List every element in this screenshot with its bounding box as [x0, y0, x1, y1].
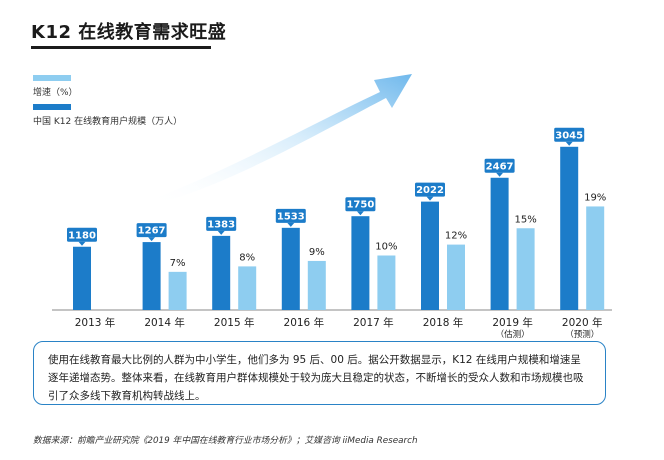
x-tick-label-4: 2017 年	[353, 316, 394, 329]
value-label-pointer-users-2	[217, 230, 225, 235]
legend-swatch-growth	[33, 75, 71, 81]
trend-arrow	[150, 74, 412, 206]
bar-users-6	[490, 177, 509, 310]
value-label-users-7: 3045	[555, 130, 583, 141]
value-label-box-users-0	[67, 227, 97, 242]
bar-users-3	[281, 227, 300, 310]
value-label-growth-4: 10%	[375, 242, 397, 253]
bar-growth-4	[377, 255, 396, 310]
value-label-box-users-7	[554, 127, 585, 142]
value-label-box-users-2	[206, 216, 237, 231]
value-label-pointer-users-4	[356, 211, 364, 216]
value-label-users-0: 1180	[68, 230, 96, 241]
x-tick-note-6: （估测）	[496, 329, 530, 340]
x-tick-label-0: 2013 年	[75, 316, 116, 329]
value-label-growth-1: 7%	[170, 258, 186, 269]
bar-users-1	[142, 242, 161, 310]
value-label-box-users-4	[345, 197, 376, 212]
value-label-growth-3: 9%	[309, 247, 325, 258]
value-label-growth-2: 8%	[239, 252, 255, 263]
x-tick-label-3: 2016 年	[284, 316, 325, 329]
bar-users-4	[351, 216, 370, 310]
summary-text: 使用在线教育最大比例的人群为中小学生，他们多为 95 后、00 后。据公开数据显…	[48, 354, 584, 402]
value-label-box-users-3	[275, 208, 306, 223]
value-label-users-5: 2022	[416, 185, 444, 196]
bar-growth-3	[307, 260, 326, 310]
bar-users-7	[560, 146, 579, 310]
bar-growth-1	[168, 271, 187, 310]
legend-label-users: 中国 K12 在线教育用户规模（万人）	[33, 115, 182, 127]
value-label-growth-5: 12%	[445, 231, 467, 242]
bar-growth-5	[447, 244, 465, 310]
title-underline	[31, 46, 211, 49]
bar-chart: 增速（%） 中国 K12 在线教育用户规模（万人） 1180 1267 7% 1383…	[33, 74, 612, 340]
legend-swatch-users	[33, 104, 71, 110]
source-note: 数据来源：前瞻产业研究院《2019 年中国在线教育行业市场分析》；艾媒咨询 ii…	[33, 436, 418, 446]
value-label-users-3: 1533	[277, 211, 305, 222]
value-label-box-users-5	[415, 182, 445, 197]
value-label-growth-6: 15%	[514, 214, 536, 225]
legend-label-growth: 增速（%）	[33, 86, 78, 98]
summary-box: 使用在线教育最大比例的人群为中小学生，他们多为 95 后、00 后。据公开数据显…	[33, 341, 606, 405]
x-tick-label-1: 2014 年	[144, 316, 185, 329]
bar-users-0	[73, 246, 91, 310]
value-label-users-2: 1383	[207, 219, 235, 230]
bar-growth-7	[586, 206, 605, 310]
value-label-users-6: 2467	[486, 161, 514, 172]
value-label-pointer-users-3	[287, 222, 295, 227]
bar-growth-2	[238, 266, 257, 310]
page-title: K12 在线教育需求旺盛	[31, 22, 227, 43]
value-label-box-users-6	[484, 158, 515, 173]
bar-users-2	[212, 235, 231, 310]
value-label-box-users-1	[136, 223, 167, 238]
value-label-pointer-users-0	[78, 241, 86, 246]
x-tick-label-5: 2018 年	[423, 316, 464, 329]
value-label-pointer-users-1	[148, 237, 156, 242]
value-label-users-4: 1750	[346, 200, 374, 211]
x-tick-label-2: 2015 年	[214, 316, 255, 329]
value-label-pointer-users-7	[565, 141, 573, 146]
value-label-users-1: 1267	[138, 226, 166, 237]
x-tick-label-6: 2019 年	[492, 316, 533, 329]
x-tick-note-7: （预测）	[565, 329, 599, 340]
bar-growth-6	[516, 228, 535, 310]
x-tick-label-7: 2020 年	[562, 316, 603, 329]
value-label-pointer-users-5	[426, 196, 434, 201]
value-label-growth-7: 19%	[584, 192, 606, 203]
value-label-pointer-users-6	[496, 172, 504, 177]
bar-users-5	[421, 201, 439, 310]
